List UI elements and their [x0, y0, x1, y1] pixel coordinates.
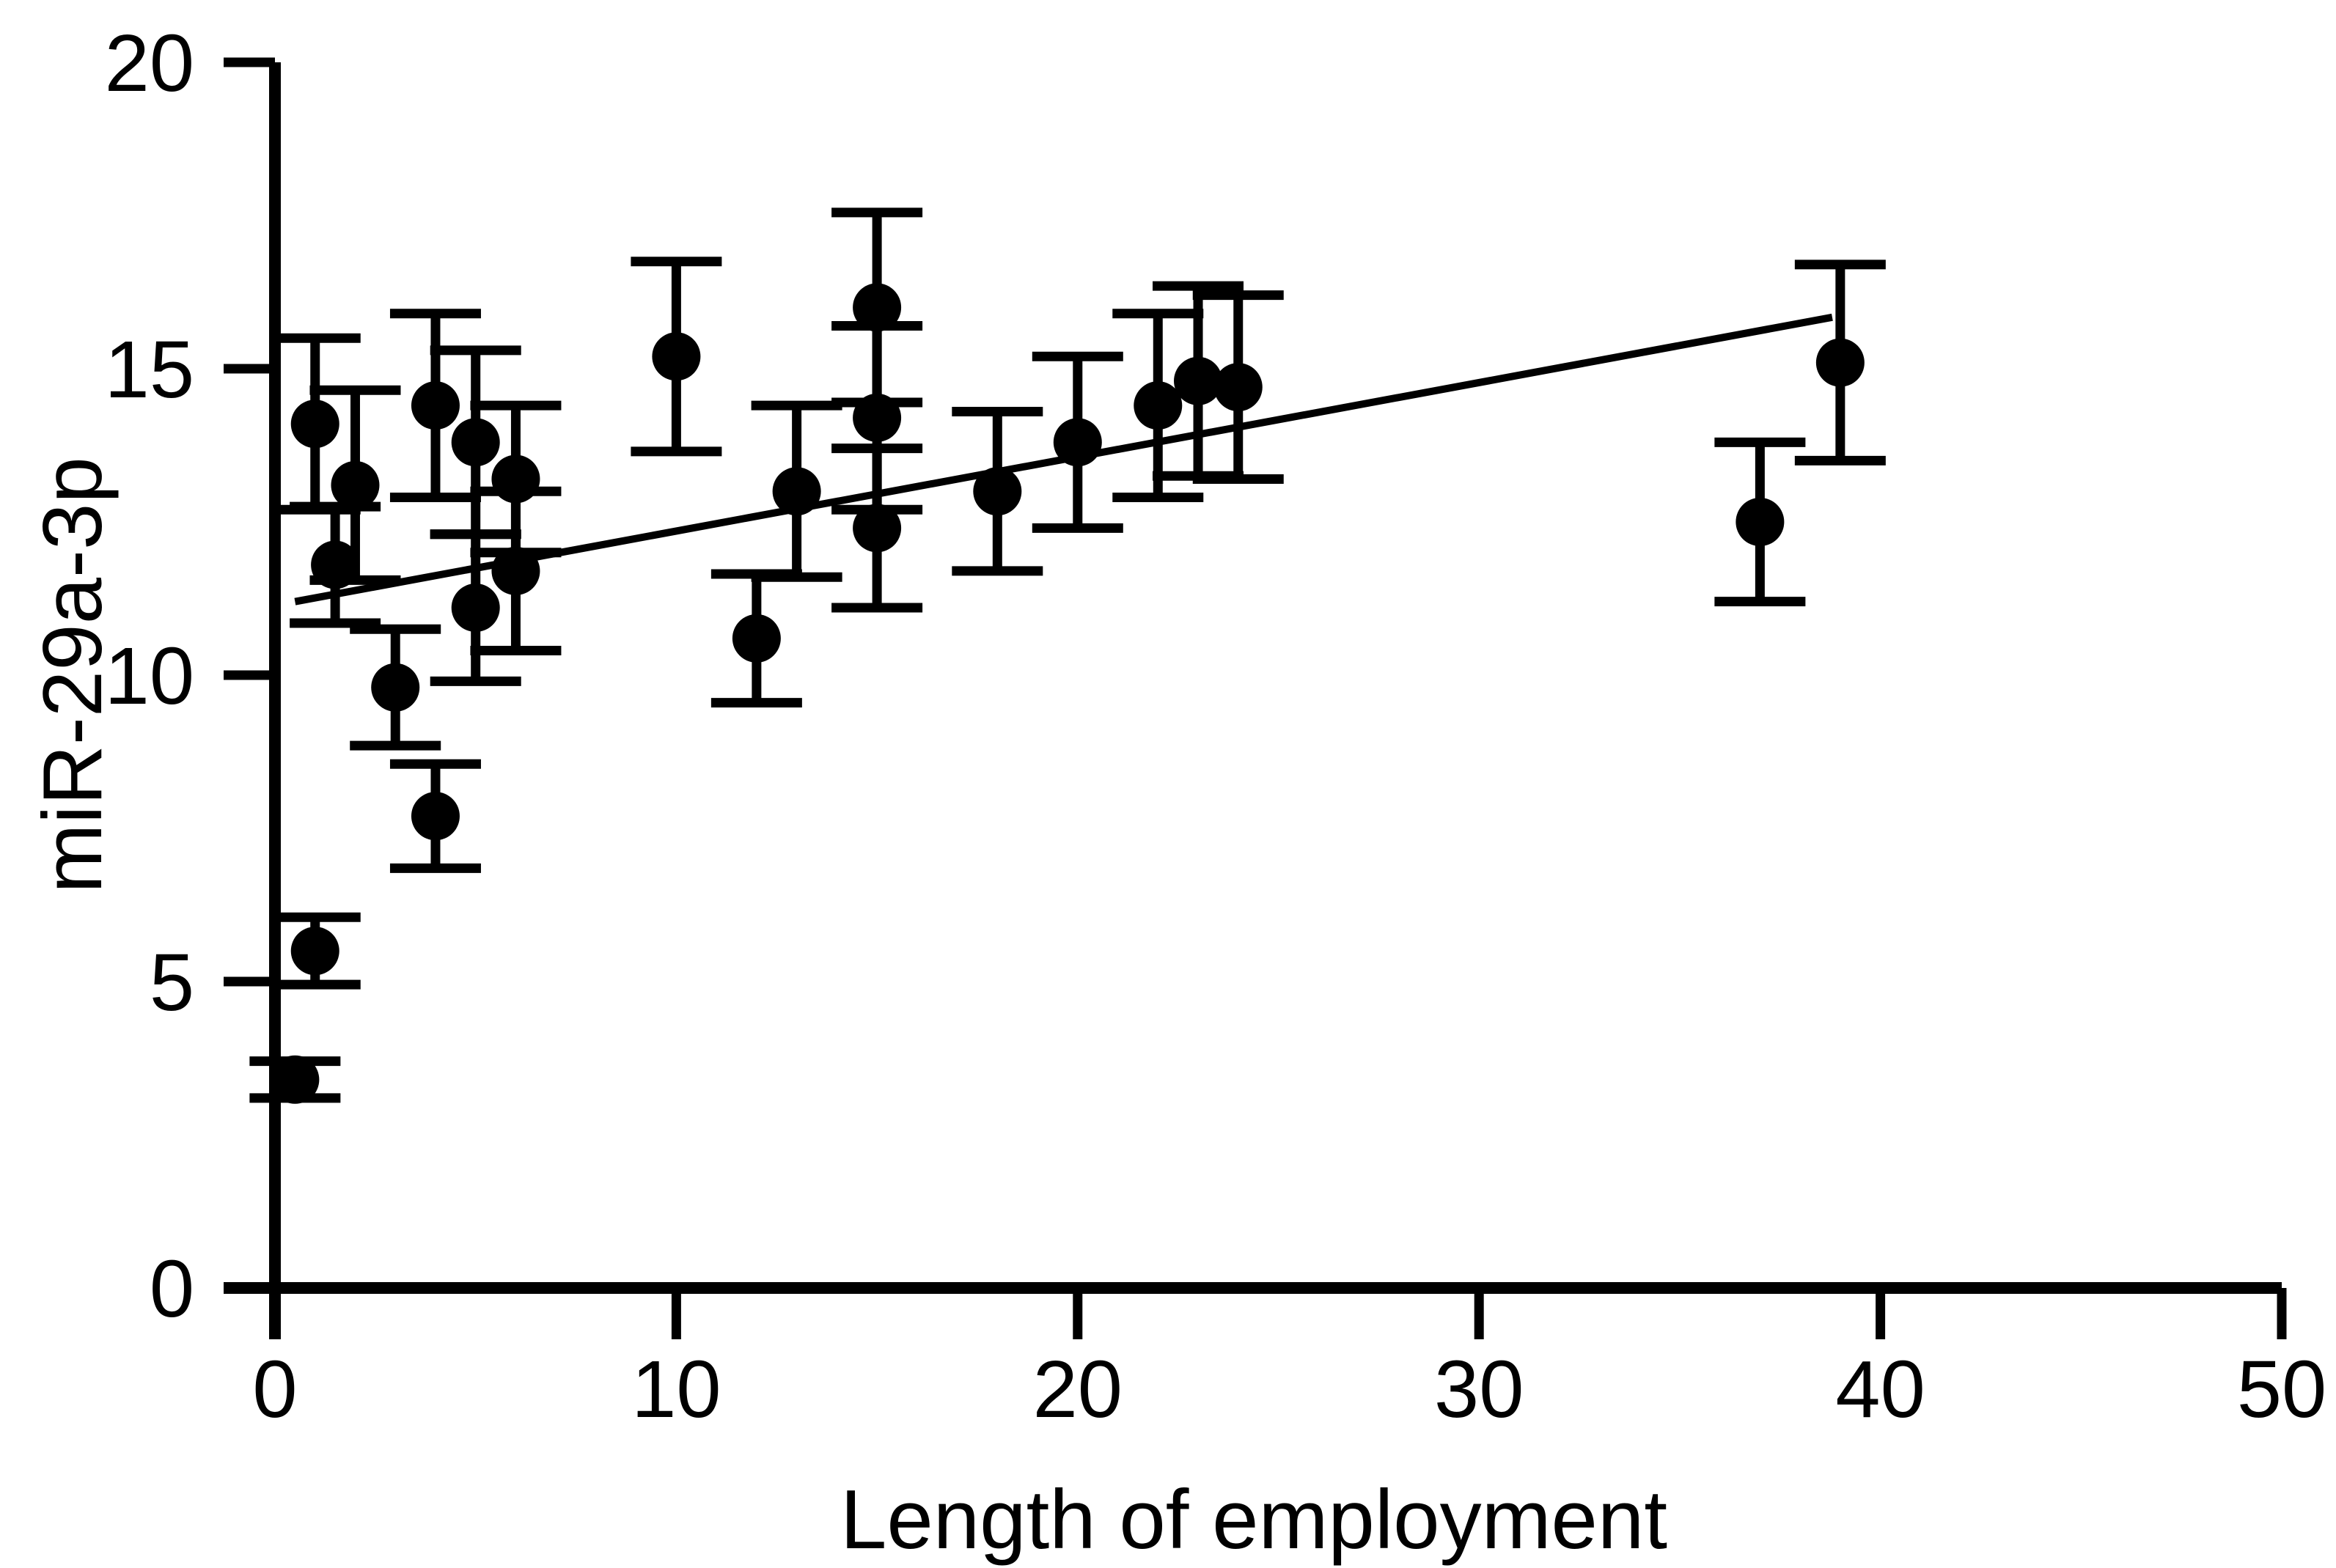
tick-labels: 0 10 20 30 40 50 0 5 10 15 20 [105, 18, 2327, 1435]
data-point-marker [290, 400, 339, 449]
x-tick-label: 30 [1434, 1344, 1524, 1435]
data-point-marker [853, 504, 902, 553]
data-points [271, 283, 1865, 1104]
error-bars [249, 207, 1886, 1103]
data-point-marker [1736, 498, 1785, 546]
data-point-marker [772, 467, 821, 516]
data-point-marker [1815, 338, 1865, 387]
x-tick-label: 40 [1835, 1344, 1925, 1435]
y-tick-label: 20 [105, 18, 194, 108]
x-tick-label: 0 [252, 1344, 297, 1435]
data-point-marker [311, 540, 360, 589]
data-point-marker [853, 283, 902, 332]
data-point-marker [973, 467, 1022, 516]
data-point-marker [1174, 356, 1223, 405]
data-point-marker [411, 792, 460, 841]
x-tick-label: 20 [1033, 1344, 1123, 1435]
x-axis-title: Length of employment [840, 1473, 1667, 1567]
data-point-marker [491, 546, 540, 595]
data-point-marker [1213, 363, 1263, 412]
y-tick-label: 15 [105, 325, 194, 415]
data-point-marker [491, 454, 540, 504]
data-point-marker [411, 381, 460, 430]
data-point-marker [652, 332, 701, 381]
y-tick-label: 0 [150, 1244, 194, 1334]
data-point-marker [331, 460, 380, 509]
data-point-marker [451, 584, 500, 633]
data-point-marker [1053, 418, 1102, 467]
data-point-marker [1134, 381, 1183, 430]
y-tick-label: 10 [105, 631, 194, 721]
y-axis-title: miR-29a-3p [26, 457, 120, 894]
axes [224, 57, 2287, 1339]
data-point-marker [853, 393, 902, 442]
data-point-marker [451, 418, 500, 467]
x-tick-label: 10 [631, 1344, 721, 1435]
x-tick-label: 50 [2237, 1344, 2326, 1435]
y-tick-label: 5 [150, 938, 194, 1028]
data-point-marker [290, 927, 339, 976]
data-point-marker [271, 1055, 320, 1104]
data-point-marker [732, 614, 781, 663]
data-point-marker [371, 663, 420, 712]
